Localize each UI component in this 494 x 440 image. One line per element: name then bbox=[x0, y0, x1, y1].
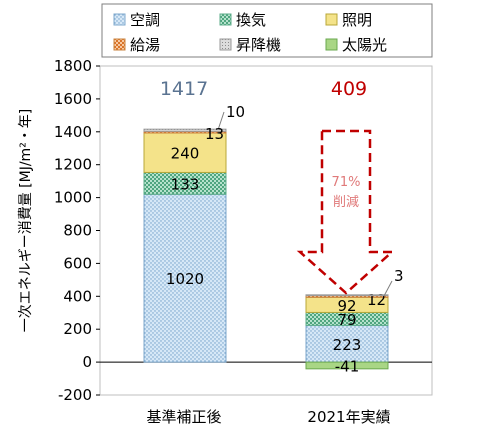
y-axis-label: 一次エネルギー消費量 [MJ/m²・年] bbox=[18, 109, 34, 333]
reduction-arrow-shape bbox=[296, 129, 396, 295]
reduction-annotation-2: 削減 bbox=[333, 194, 359, 210]
legend-swatch-5 bbox=[219, 38, 232, 51]
legend-label-3: 照明 bbox=[342, 11, 372, 29]
legend-label-5: 昇降機 bbox=[236, 36, 281, 54]
seg-label-1-空調: 1020 bbox=[166, 270, 204, 288]
seg-label-2-太陽光: -41 bbox=[335, 357, 360, 375]
y-tick-label: -200 bbox=[58, 386, 92, 404]
legend-swatch-6 bbox=[325, 38, 338, 51]
bar-1-照明 bbox=[143, 132, 227, 173]
seg-label-1-換気: 133 bbox=[171, 175, 200, 193]
seg-label-1-照明: 240 bbox=[171, 145, 200, 163]
legend-label-6: 太陽光 bbox=[342, 36, 387, 54]
seg-label-2-昇降機: 3 bbox=[394, 267, 404, 285]
total-label-2: 409 bbox=[331, 78, 367, 100]
y-tick-label: 1400 bbox=[54, 123, 92, 141]
y-tick-label: 600 bbox=[63, 254, 92, 272]
reduction-annotation-1: 71% bbox=[332, 175, 361, 190]
seg-label-2-照明: 92 bbox=[337, 297, 356, 315]
y-tick-label: 1600 bbox=[54, 90, 92, 108]
legend-label-2: 換気 bbox=[236, 11, 266, 29]
y-axis: -200 0 200 400 600 800 1000 1200 1400 1600 1800 bbox=[54, 57, 433, 404]
reduction-arrow: 71% 削減 bbox=[296, 129, 396, 295]
y-tick-label: 1800 bbox=[54, 57, 92, 75]
bar-2-空調 bbox=[305, 324, 389, 363]
y-tick-label: 1200 bbox=[54, 156, 92, 174]
seg-label-2-空調: 223 bbox=[333, 336, 362, 354]
y-tick-label: 1000 bbox=[54, 189, 92, 207]
bar-1-昇降機 bbox=[143, 128, 227, 132]
seg-label-1-昇降機: 13 bbox=[205, 125, 224, 143]
leader-line bbox=[217, 111, 225, 131]
legend-swatch-3 bbox=[325, 13, 338, 26]
total-label-1: 1417 bbox=[160, 78, 208, 100]
y-tick-label: 800 bbox=[63, 222, 92, 240]
legend-box bbox=[101, 3, 433, 58]
legend-label-1: 空調 bbox=[130, 11, 160, 29]
y-tick-label: 400 bbox=[63, 287, 92, 305]
bar-2-昇降機 bbox=[305, 294, 389, 297]
legend-swatch-4 bbox=[113, 38, 126, 51]
y-tick-label: 0 bbox=[82, 353, 92, 371]
category-label-1: 基準補正後 bbox=[146, 408, 221, 426]
legend-label-4: 給湯 bbox=[130, 36, 160, 54]
seg-label-1-給湯: 10 bbox=[226, 103, 245, 121]
legend-swatch-1 bbox=[113, 13, 126, 26]
leader-line bbox=[383, 280, 393, 297]
bar-1-空調 bbox=[143, 193, 227, 363]
bar-2-太陽光 bbox=[305, 361, 389, 370]
y-tick-label: 200 bbox=[63, 320, 92, 338]
legend-swatch-2 bbox=[219, 13, 232, 26]
seg-label-2-給湯: 12 bbox=[367, 291, 386, 309]
seg-label-2-換気: 79 bbox=[337, 311, 356, 329]
category-label-2: 2021年実績 bbox=[307, 408, 390, 426]
